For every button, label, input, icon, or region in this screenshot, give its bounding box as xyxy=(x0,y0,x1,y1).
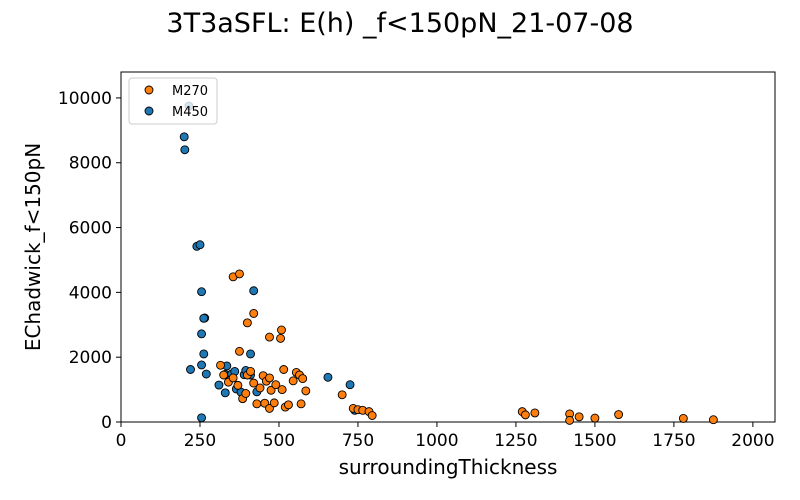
legend: M270 M450 xyxy=(128,77,218,125)
chart-title: 3T3aSFL: E(h) _f<150pN_21-07-08 xyxy=(166,8,633,39)
data-point-m270 xyxy=(235,269,244,279)
legend-marker-m450 xyxy=(144,106,154,116)
data-point-m270 xyxy=(520,410,530,420)
data-point-m270 xyxy=(233,380,243,390)
data-point-m270 xyxy=(279,365,289,374)
data-point-m450 xyxy=(323,372,333,382)
data-point-m450 xyxy=(249,286,259,296)
data-point-m270 xyxy=(255,383,265,393)
data-point-m270 xyxy=(249,378,259,388)
data-point-m450 xyxy=(246,349,255,359)
data-point-m270 xyxy=(277,325,286,335)
plot-area: 0 250 500 750 1000 1250 1500 1750 2000 0 2000 4000… xyxy=(58,71,776,451)
data-point-m270 xyxy=(219,370,229,380)
data-point-m270 xyxy=(265,403,274,413)
data-point-m270 xyxy=(252,399,262,409)
x-tick-label: 1750 xyxy=(652,431,695,451)
data-point-m270 xyxy=(235,346,244,356)
data-point-m450 xyxy=(195,240,205,250)
data-point-m450 xyxy=(199,349,209,359)
x-axis-ticks: 0 250 500 750 1000 1250 1500 1750 2000 xyxy=(116,422,775,451)
x-tick-label: 250 xyxy=(184,431,216,451)
data-point-m450 xyxy=(197,413,207,423)
x-axis-label: surroundingThickness xyxy=(339,455,558,479)
x-tick-label: 1000 xyxy=(415,431,458,451)
data-point-m270 xyxy=(276,333,286,343)
data-point-m450 xyxy=(214,380,224,390)
data-point-m270 xyxy=(565,415,575,425)
legend-label-m270: M270 xyxy=(172,84,208,99)
y-tick-label: 6000 xyxy=(69,219,112,239)
data-point-m270 xyxy=(301,386,311,396)
data-point-m270 xyxy=(614,410,624,419)
data-point-m270 xyxy=(228,373,238,383)
data-point-m270 xyxy=(271,380,281,390)
data-point-m270 xyxy=(298,374,308,384)
y-tick-label: 4000 xyxy=(69,283,112,303)
data-point-m450 xyxy=(220,388,230,398)
x-tick-label: 1250 xyxy=(494,431,537,451)
data-point-m450 xyxy=(197,360,207,370)
axes-frame xyxy=(120,71,776,423)
y-tick-label: 8000 xyxy=(69,154,112,174)
data-point-m270 xyxy=(216,360,225,370)
data-point-m450 xyxy=(197,329,207,339)
data-point-m450 xyxy=(179,132,189,142)
data-point-m270 xyxy=(574,412,584,422)
data-point-m270 xyxy=(337,390,347,400)
data-point-m450 xyxy=(186,365,195,374)
legend-label-m450: M450 xyxy=(172,105,208,120)
data-point-m270 xyxy=(241,389,251,398)
y-tick-label: 2000 xyxy=(69,348,112,368)
data-point-m450 xyxy=(201,369,211,379)
data-point-m270 xyxy=(678,413,688,423)
data-point-m270 xyxy=(265,332,274,342)
data-point-m270 xyxy=(283,400,293,410)
data-point-m270 xyxy=(277,385,287,395)
x-tick-label: 0 xyxy=(116,431,127,451)
data-point-m270 xyxy=(367,411,377,420)
data-point-m270 xyxy=(269,398,279,408)
data-point-m270 xyxy=(708,415,718,425)
data-point-m270 xyxy=(296,399,306,409)
x-tick-label: 1500 xyxy=(573,431,616,451)
y-axis-label: EChadwick_f<150pN xyxy=(21,143,45,351)
data-point-m450 xyxy=(197,287,207,297)
data-point-m270 xyxy=(530,408,540,418)
legend-marker-m270 xyxy=(144,85,154,95)
x-tick-label: 750 xyxy=(342,431,374,451)
x-tick-label: 2000 xyxy=(731,431,774,451)
data-point-m270 xyxy=(266,385,276,395)
y-tick-label: 10000 xyxy=(58,89,112,109)
data-point-m270 xyxy=(590,413,600,423)
x-tick-label: 500 xyxy=(263,431,295,451)
y-axis-ticks: 0 2000 4000 6000 8000 10000 xyxy=(58,89,121,433)
data-points xyxy=(179,101,718,425)
y-tick-label: 0 xyxy=(101,413,112,433)
data-point-m270 xyxy=(288,376,298,386)
data-point-m270 xyxy=(242,318,252,328)
data-point-m270 xyxy=(265,373,274,383)
data-point-m270 xyxy=(246,366,255,376)
data-point-m450 xyxy=(180,145,190,155)
data-point-m450 xyxy=(345,380,355,390)
data-point-m270 xyxy=(249,308,259,318)
data-point-m450 xyxy=(199,313,209,323)
